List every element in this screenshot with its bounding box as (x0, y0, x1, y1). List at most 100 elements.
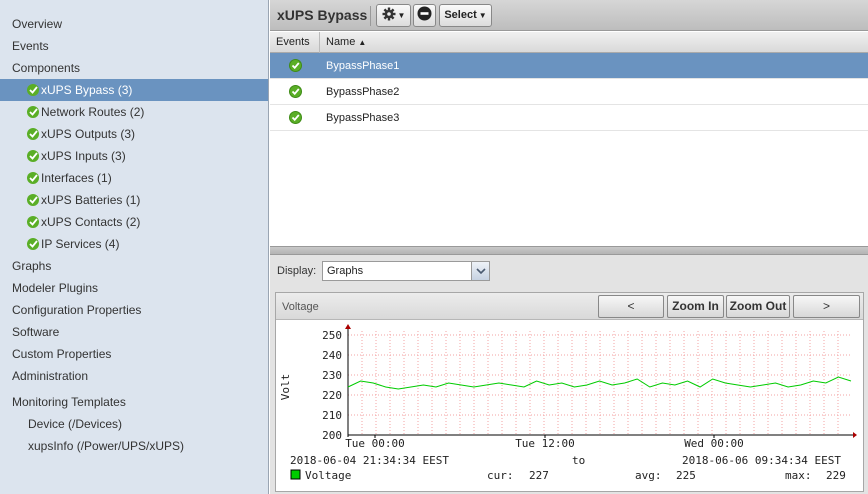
gear-icon (382, 7, 396, 21)
component-toolbar: xUPS Bypass ▼ Select ▼ (270, 0, 868, 31)
chart-axes (345, 324, 857, 438)
sidebar-item-xups-bypass[interactable]: xUPS Bypass (3) (0, 79, 268, 101)
minus-circle-icon (417, 6, 432, 21)
sidebar-item-label: xUPS Batteries (1) (41, 193, 141, 207)
legend-swatch (290, 469, 301, 480)
display-label: Display: (277, 265, 317, 277)
sidebar-item-xups-outputs[interactable]: xUPS Outputs (3) (0, 123, 268, 145)
y-tick-labels: 250 240 230 220 210 200 (322, 329, 342, 442)
check-circle-icon (27, 128, 39, 140)
row-name: BypassPhase3 (326, 112, 400, 124)
sidebar: Overview Events Components xUPS Bypass (… (0, 0, 269, 494)
max-label: max: (785, 469, 812, 482)
status-ok-icon (289, 85, 302, 98)
check-circle-icon (27, 150, 39, 162)
y-tick-label: 230 (322, 369, 342, 382)
sidebar-item-overview[interactable]: Overview (0, 13, 268, 35)
table-row[interactable]: BypassPhase3 (270, 105, 868, 131)
column-header-name[interactable]: Name ▲ (326, 32, 366, 53)
sidebar-item-label: xUPS Outputs (3) (41, 127, 136, 141)
sidebar-item-xups-inputs[interactable]: xUPS Inputs (3) (0, 145, 268, 167)
series-line-voltage (347, 376, 852, 390)
sidebar-item-xupsinfo-template[interactable]: xupsInfo (/Power/UPS/xUPS) (0, 435, 268, 457)
sidebar-item-modeler-plugins[interactable]: Modeler Plugins (0, 277, 268, 299)
voltage-chart: 250 240 230 220 210 200 Tue 00:00 Tue 12:00 Wed… (279, 324, 857, 482)
graph-to-label: to (572, 454, 585, 467)
sidebar-item-network-routes[interactable]: Network Routes (2) (0, 101, 268, 123)
sidebar-item-components[interactable]: Components (0, 57, 268, 79)
x-tick-label: Tue 12:00 (515, 437, 575, 450)
status-ok-icon (289, 111, 302, 124)
display-bar: Display: Graphs (270, 255, 868, 287)
sidebar-item-label: Modeler Plugins (12, 281, 99, 295)
toolbar-divider (370, 6, 371, 26)
sidebar-item-label: Configuration Properties (12, 303, 142, 317)
sidebar-item-xups-contacts[interactable]: xUPS Contacts (2) (0, 211, 268, 233)
avg-label: avg: (635, 469, 662, 482)
sidebar-item-administration[interactable]: Administration (0, 365, 268, 387)
chevron-down-icon: ▼ (397, 11, 406, 20)
legend-label: Voltage (305, 469, 351, 482)
y-tick-label: 210 (322, 409, 342, 422)
sidebar-item-custom-properties[interactable]: Custom Properties (0, 343, 268, 365)
sidebar-item-events[interactable]: Events (0, 35, 268, 57)
graph-title: Voltage (282, 301, 319, 313)
y-tick-label: 240 (322, 349, 342, 362)
sidebar-item-label: Overview (12, 17, 63, 31)
page-title: xUPS Bypass (277, 7, 368, 23)
gear-menu-button[interactable]: ▼ (376, 4, 411, 27)
sidebar-item-label: xUPS Bypass (3) (41, 83, 133, 97)
sidebar-item-ip-services[interactable]: IP Services (4) (0, 233, 268, 255)
x-tick-labels: Tue 00:00 Tue 12:00 Wed 00:00 (345, 435, 744, 450)
display-select-value: Graphs (327, 265, 364, 277)
sidebar-item-xups-batteries[interactable]: xUPS Batteries (1) (0, 189, 268, 211)
graph-next-button[interactable]: > (793, 295, 860, 318)
sidebar-item-label: Device (/Devices) (28, 417, 123, 431)
y-axis-arrow (345, 324, 351, 329)
sidebar-item-label: Graphs (12, 259, 52, 273)
select-menu-button[interactable]: Select ▼ (439, 4, 492, 27)
chevron-down-icon[interactable] (471, 262, 489, 280)
check-circle-icon (27, 216, 39, 228)
delete-button[interactable] (413, 4, 436, 27)
sidebar-item-device-template[interactable]: Device (/Devices) (0, 413, 268, 435)
table-row[interactable]: BypassPhase1 (270, 53, 868, 79)
y-tick-label: 250 (322, 329, 342, 342)
sidebar-item-monitoring-templates[interactable]: Monitoring Templates (0, 391, 268, 413)
table-row[interactable]: BypassPhase2 (270, 79, 868, 105)
row-name: BypassPhase1 (326, 60, 400, 72)
sidebar-item-configuration-properties[interactable]: Configuration Properties (0, 299, 268, 321)
graph-panel: Voltage < Zoom In Zoom Out > 250 240 230 22… (275, 292, 864, 492)
display-select[interactable]: Graphs (322, 261, 490, 281)
select-button-label: Select (444, 9, 477, 21)
sidebar-item-graphs[interactable]: Graphs (0, 255, 268, 277)
sidebar-item-interfaces[interactable]: Interfaces (1) (0, 167, 268, 189)
panel-splitter[interactable] (270, 246, 868, 255)
sidebar-item-label: Monitoring Templates (12, 395, 126, 409)
sidebar-item-label: Network Routes (2) (41, 105, 145, 119)
check-circle-icon (27, 238, 39, 250)
avg-value: 225 (676, 469, 696, 482)
sidebar-item-label: Events (12, 39, 49, 53)
graph-header: Voltage < Zoom In Zoom Out > (276, 293, 863, 320)
sidebar-item-label: Custom Properties (12, 347, 112, 361)
zoom-in-button[interactable]: Zoom In (667, 295, 724, 318)
graph-end-time: 2018-06-06 09:34:34 EEST (682, 454, 841, 467)
check-circle-icon (27, 194, 39, 206)
check-circle-icon (27, 106, 39, 118)
sidebar-item-software[interactable]: Software (0, 321, 268, 343)
y-axis-label: Volt (279, 374, 292, 401)
grid-header: Events Name ▲ (270, 32, 868, 53)
cur-label: cur: (487, 469, 514, 482)
sidebar-item-label: xupsInfo (/Power/UPS/xUPS) (28, 439, 185, 453)
sidebar-item-label: IP Services (4) (41, 237, 120, 251)
column-header-events[interactable]: Events (276, 36, 310, 48)
sidebar-item-label: Components (12, 61, 81, 75)
sidebar-item-label: Software (12, 325, 60, 339)
check-circle-icon (27, 172, 39, 184)
graph-prev-button[interactable]: < (598, 295, 664, 318)
graph-start-time: 2018-06-04 21:34:34 EEST (290, 454, 449, 467)
column-header-name-label: Name (326, 36, 356, 48)
zoom-out-button[interactable]: Zoom Out (726, 295, 790, 318)
y-tick-label: 200 (322, 429, 342, 442)
